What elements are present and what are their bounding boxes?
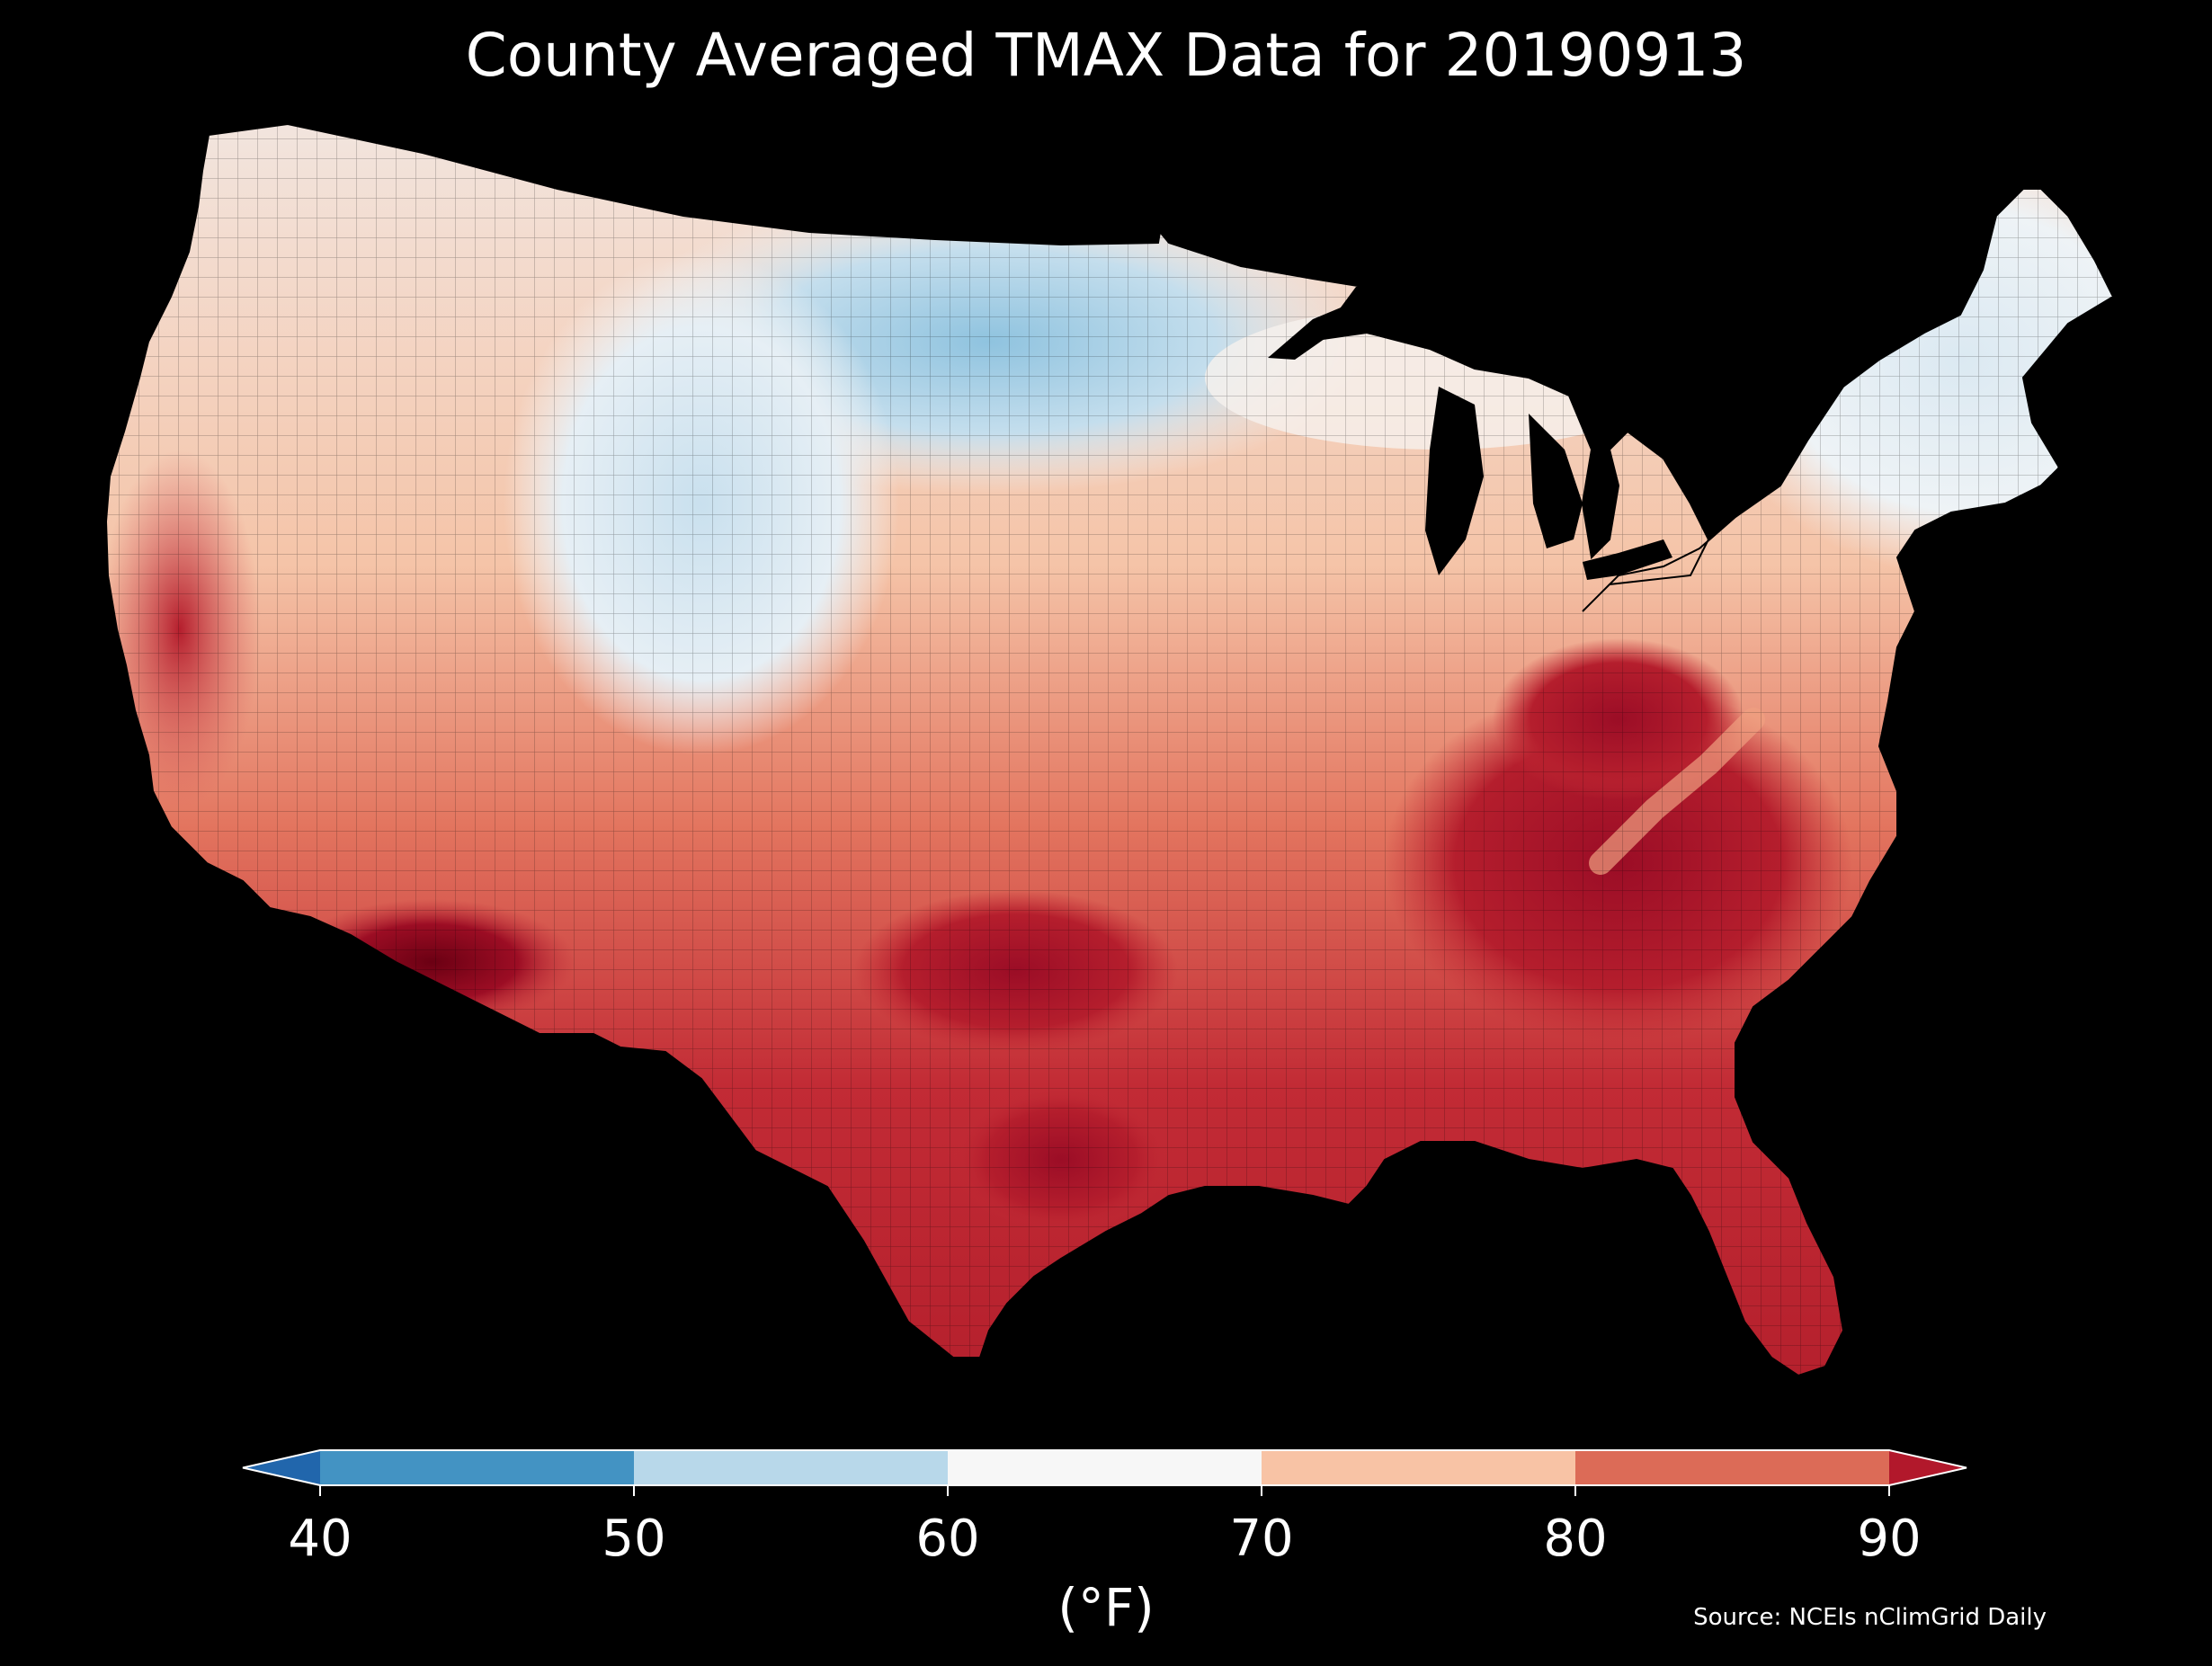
colorbar-bin-40-50: [320, 1450, 634, 1485]
source-credit: Source: NCEIs nClimGrid Daily: [1693, 1604, 2047, 1631]
colorbar-tick-60: 60: [915, 1510, 980, 1568]
lake-superior: [1268, 297, 1367, 360]
lake-michigan: [1425, 387, 1484, 575]
colorbar-units-label: (°F): [1057, 1577, 1155, 1638]
map-title: County Averaged TMAX Data for 20190913: [465, 21, 1747, 90]
colorbar-tick-90: 90: [1857, 1510, 1922, 1568]
lake-erie: [1583, 539, 1672, 580]
colorbar-bin-60-70: [948, 1450, 1262, 1485]
colorbar-bin-80-90: [1575, 1450, 1889, 1485]
colorbar-tick-70: 70: [1229, 1510, 1294, 1568]
colorbar-bin-50-60: [634, 1450, 948, 1485]
colorbar-tick-80: 80: [1543, 1510, 1608, 1568]
colorbar-extend-over: [1889, 1450, 1967, 1485]
great-lakes: [1268, 297, 1672, 580]
lake-huron-erie: [1529, 414, 1583, 548]
colorbar-extend-under: [243, 1450, 320, 1485]
colorbar-bin-70-80: [1262, 1450, 1575, 1485]
colorbar-tick-50: 50: [602, 1510, 666, 1568]
colorbar-tick-40: 40: [288, 1510, 352, 1568]
